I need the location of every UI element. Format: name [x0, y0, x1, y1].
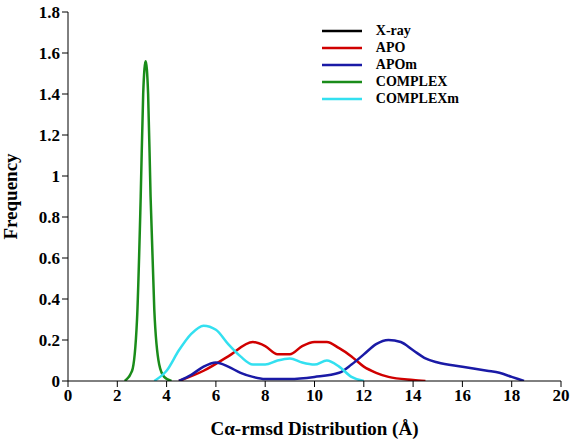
svg-text:14: 14: [405, 386, 423, 405]
svg-text:16: 16: [454, 386, 471, 405]
svg-text:1.4: 1.4: [39, 85, 61, 104]
svg-text:0: 0: [52, 372, 61, 391]
svg-text:18: 18: [503, 386, 520, 405]
svg-text:0.6: 0.6: [39, 249, 60, 268]
svg-text:1.8: 1.8: [39, 3, 60, 22]
html-text:APO: APO: [375, 39, 406, 55]
svg-text:Frequency: Frequency: [0, 153, 21, 240]
html-text:APOm: APOm: [375, 56, 417, 72]
svg-text:1.2: 1.2: [39, 126, 60, 145]
svg-text:Cα-rmsd Distribution (Å): Cα-rmsd Distribution (Å): [211, 418, 419, 440]
svg-text:0.4: 0.4: [39, 290, 61, 309]
svg-text:6: 6: [212, 386, 221, 405]
svg-text:10: 10: [306, 386, 323, 405]
svg-text:1.6: 1.6: [39, 44, 60, 63]
html-text:X-ray: X-ray: [375, 22, 411, 38]
svg-text:0: 0: [64, 386, 73, 405]
svg-text:2: 2: [113, 386, 122, 405]
svg-text:12: 12: [355, 386, 372, 405]
svg-text:1: 1: [52, 167, 61, 186]
html-text:COMPLEX: COMPLEX: [375, 73, 448, 89]
svg-text:4: 4: [162, 386, 171, 405]
html-text:COMPLEXm: COMPLEXm: [375, 90, 459, 106]
svg-text:20: 20: [553, 386, 570, 405]
svg-text:0.8: 0.8: [39, 208, 60, 227]
svg-text:8: 8: [261, 386, 270, 405]
svg-text:0.2: 0.2: [39, 331, 60, 350]
